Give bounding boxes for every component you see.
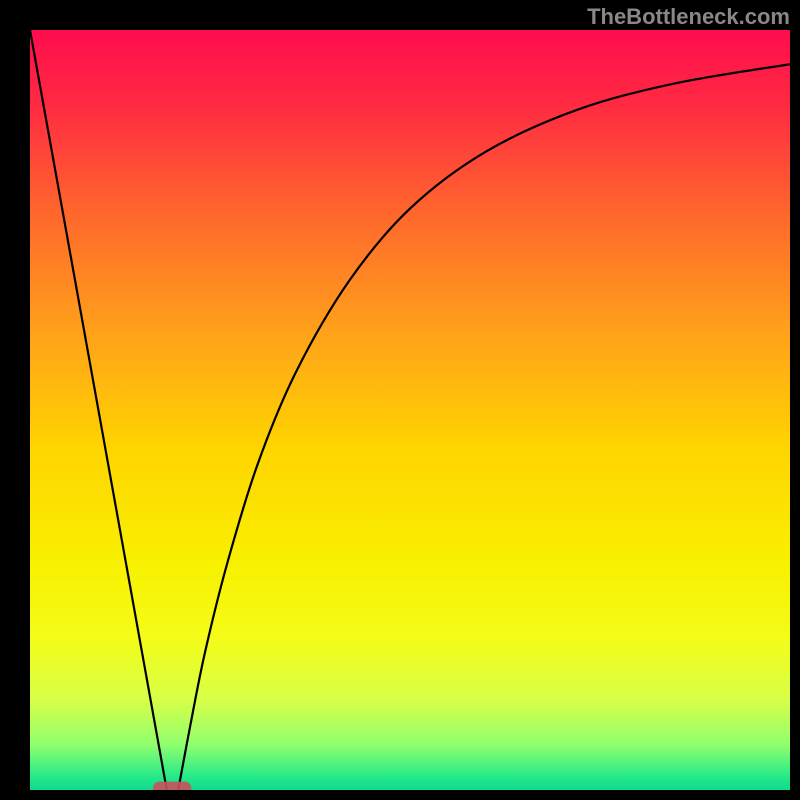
dip-marker <box>153 782 191 790</box>
plot-svg <box>30 30 790 790</box>
plot-background <box>30 30 790 790</box>
chart-container: TheBottleneck.com <box>0 0 800 800</box>
watermark-text: TheBottleneck.com <box>587 4 790 30</box>
